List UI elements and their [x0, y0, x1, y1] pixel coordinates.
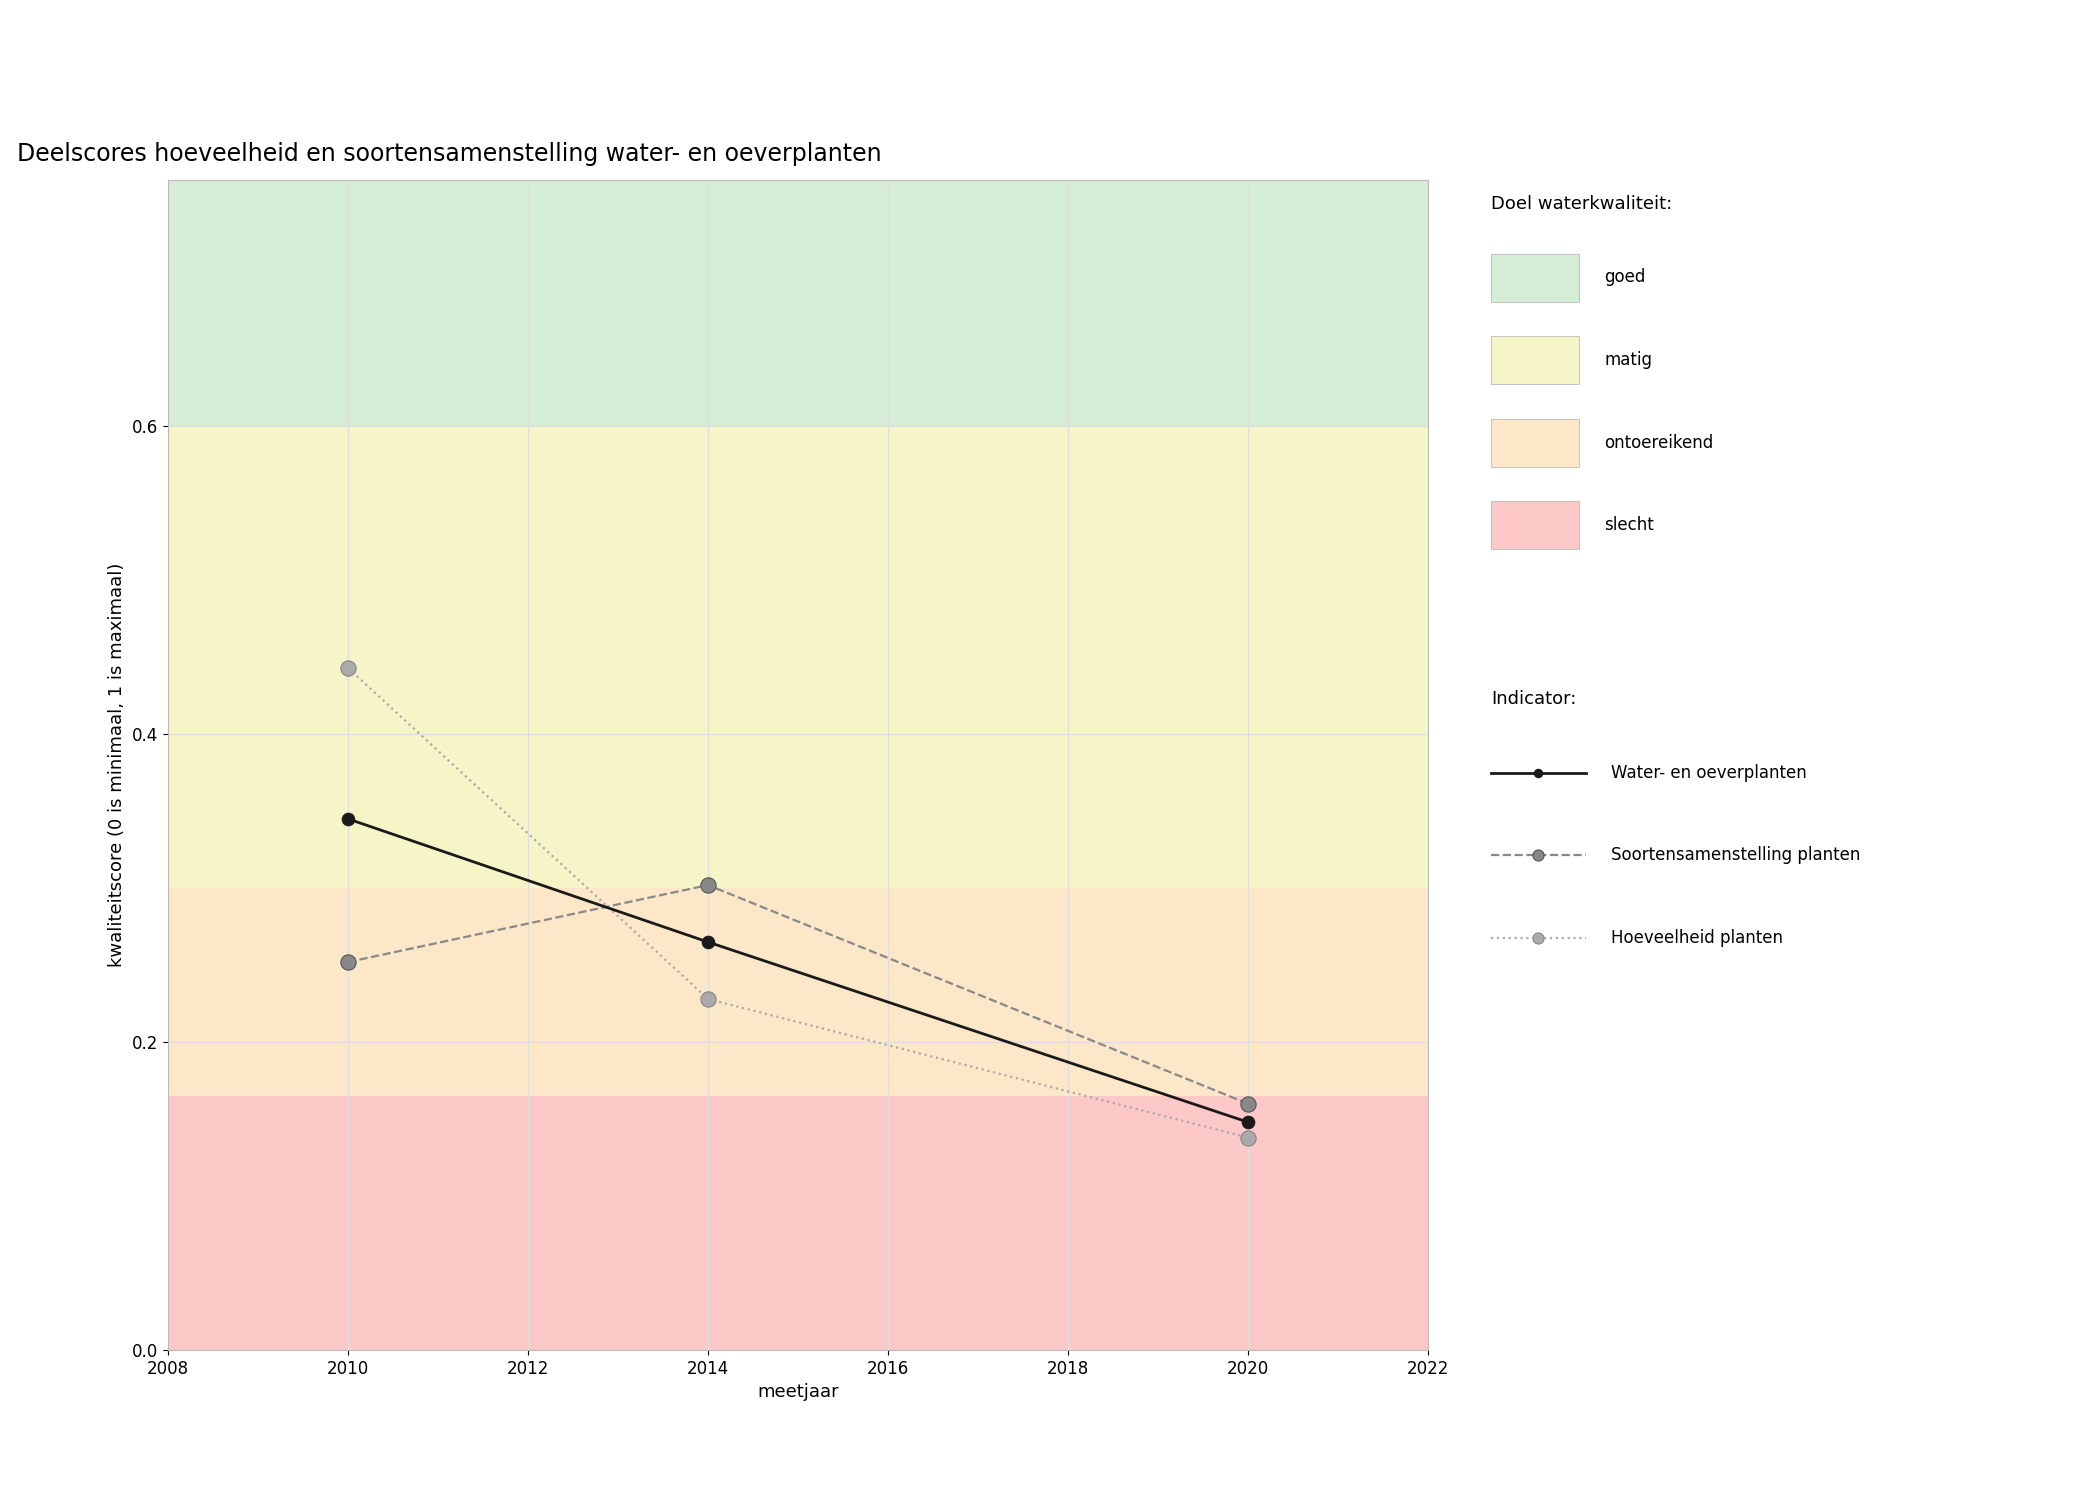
- Text: Doel waterkwaliteit:: Doel waterkwaliteit:: [1491, 195, 1672, 213]
- Bar: [168, 180, 1428, 426]
- Text: Hoeveelheid planten: Hoeveelheid planten: [1611, 928, 1783, 946]
- Text: Indicator:: Indicator:: [1491, 690, 1577, 708]
- Bar: [168, 1096, 1428, 1350]
- Text: matig: matig: [1604, 351, 1653, 369]
- Bar: [168, 888, 1428, 1096]
- Y-axis label: kwaliteitscore (0 is minimaal, 1 is maximaal): kwaliteitscore (0 is minimaal, 1 is maxi…: [109, 562, 126, 968]
- Text: Water- en oeverplanten: Water- en oeverplanten: [1611, 764, 1806, 782]
- Text: ontoereikend: ontoereikend: [1604, 433, 1714, 451]
- Text: goed: goed: [1604, 268, 1646, 286]
- Text: slecht: slecht: [1604, 516, 1655, 534]
- Bar: [168, 426, 1428, 888]
- X-axis label: meetjaar: meetjaar: [758, 1383, 838, 1401]
- Text: Soortensamenstelling planten: Soortensamenstelling planten: [1611, 846, 1861, 864]
- Text: Deelscores hoeveelheid en soortensamenstelling water- en oeverplanten: Deelscores hoeveelheid en soortensamenst…: [17, 141, 882, 165]
